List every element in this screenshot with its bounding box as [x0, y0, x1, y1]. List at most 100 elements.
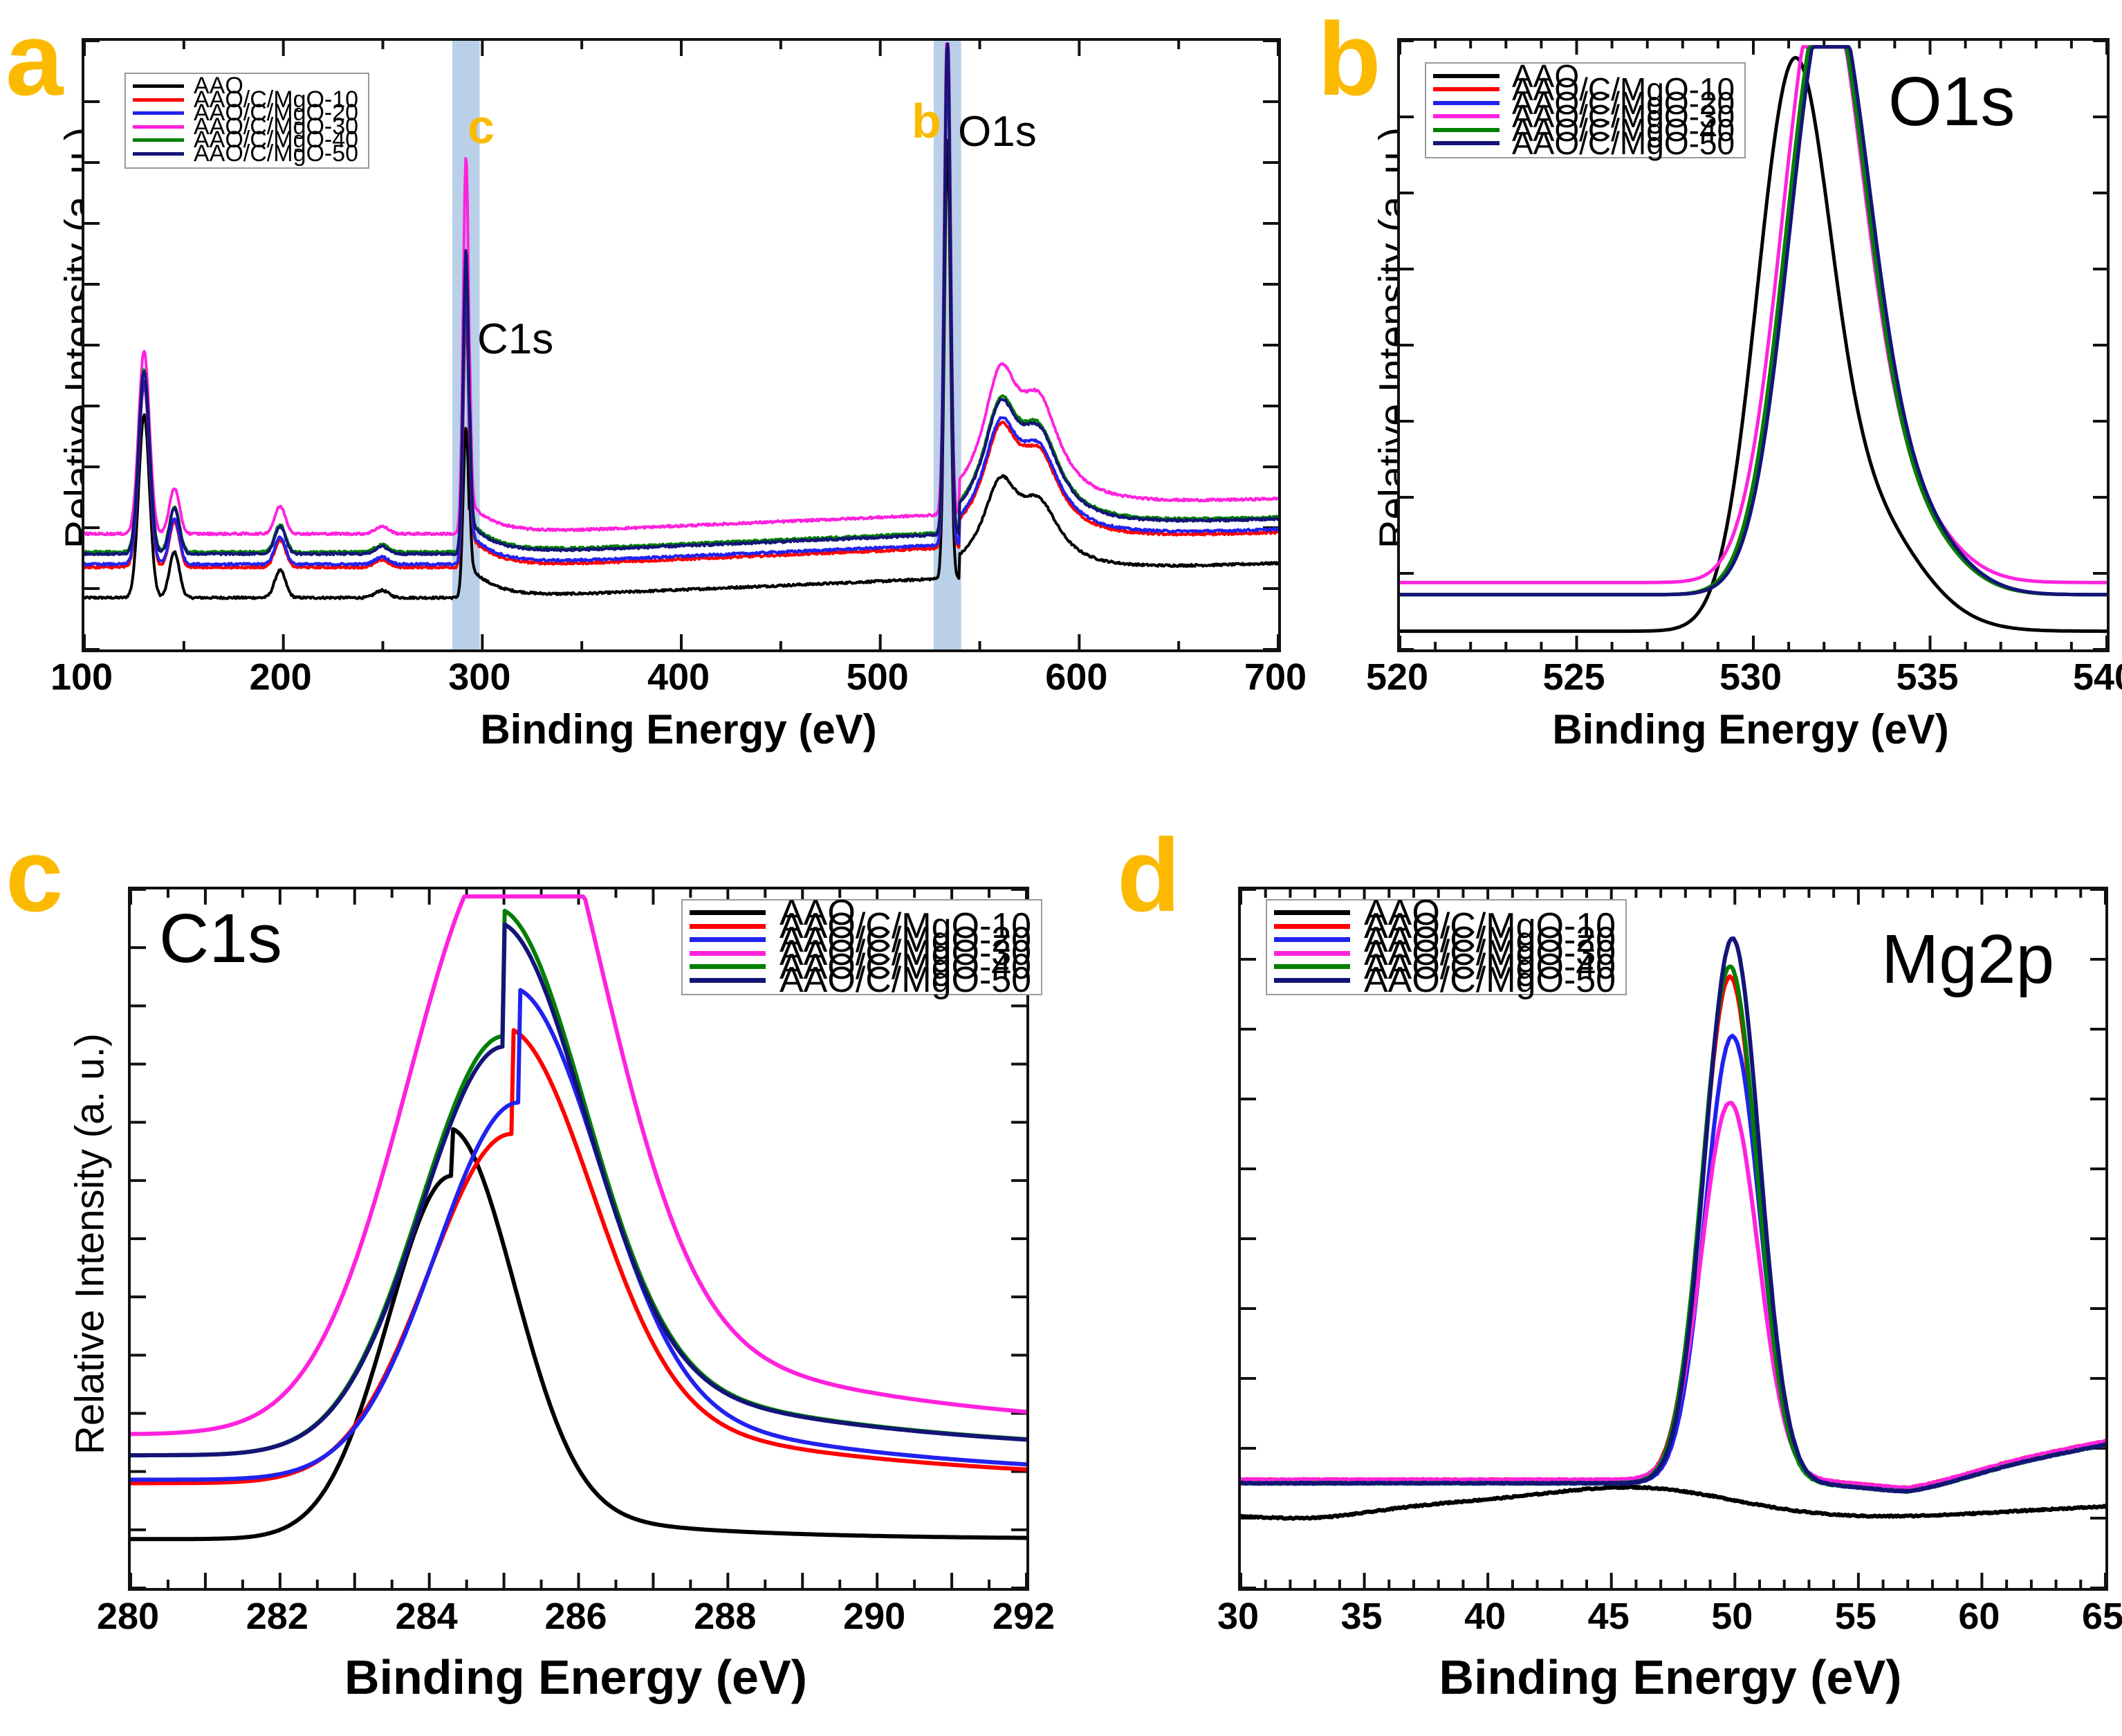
legend-label-1: AAO/C/MgO-10 — [194, 86, 359, 113]
legend-swatch-3 — [133, 124, 184, 129]
x-tick-label: 55 — [1834, 1596, 1876, 1637]
panel-b-legend: AAO AAO/C/MgO-10 AAO/C/MgO-20 AAO/C/MgO-… — [1425, 58, 1746, 161]
panel-c-y-axis-label: Relative Intensity (a. u.) — [67, 1033, 113, 1455]
panel-d-legend: AAO AAO/C/MgO-10 AAO/C/MgO-20 AAO/C/MgO-… — [1266, 893, 1627, 1000]
legend-swatch-2 — [1274, 937, 1350, 943]
legend-item: AAO/C/MgO-10 — [690, 906, 1031, 946]
legend-label-1: AAO/C/MgO-10 — [1364, 906, 1616, 947]
legend-label-3: AAO/C/MgO-30 — [1364, 933, 1616, 974]
panel-a-marker-c: c — [468, 100, 495, 154]
legend-label-3: AAO/C/MgO-30 — [1512, 98, 1735, 135]
legend-swatch-2 — [133, 111, 184, 116]
x-tick-label: 45 — [1587, 1596, 1630, 1637]
legend-item: AAO/C/MgO-30 — [1274, 933, 1616, 973]
legend-label-2: AAO/C/MgO-20 — [1364, 919, 1616, 960]
panel-a-label-o1s: O1s — [958, 108, 1037, 156]
panel-a-x-ticks: 100 200 300 400 500 600 700 — [50, 650, 1307, 712]
legend-swatch-4 — [690, 964, 766, 970]
legend-label-0: AAO — [194, 73, 243, 100]
x-tick-label: 60 — [1958, 1596, 2000, 1637]
legend-swatch-0 — [133, 84, 184, 89]
legend-swatch-0 — [690, 910, 766, 916]
legend-item: AAO/C/MgO-10 — [1274, 906, 1616, 946]
x-tick-label: 40 — [1464, 1596, 1506, 1637]
legend-swatch-1 — [133, 98, 184, 102]
legend-item: AAO/C/MgO-30 — [690, 933, 1031, 973]
x-tick-label: 100 — [50, 656, 113, 698]
legend-item: AAO — [1274, 893, 1616, 933]
legend-swatch-1 — [1433, 87, 1500, 92]
legend-item: AAO/C/MgO-20 — [133, 100, 358, 126]
legend-swatch-4 — [1274, 964, 1350, 970]
panel-d-title: Mg2p — [1881, 921, 2055, 998]
legend-item: AAO/C/MgO-50 — [1433, 125, 1735, 161]
legend-swatch-5 — [1433, 141, 1500, 146]
x-tick-label: 525 — [1542, 656, 1605, 698]
panel-d-letter: d — [1117, 817, 1181, 933]
x-tick-label: 535 — [1896, 656, 1959, 698]
panel-a-svg — [84, 41, 1278, 649]
panel-a-x-axis-label: Binding Energy (eV) — [480, 706, 877, 752]
x-tick-label: 520 — [1365, 656, 1429, 698]
legend-swatch-3 — [690, 950, 766, 956]
legend-label-3: AAO/C/MgO-30 — [194, 113, 359, 140]
x-tick-label: 600 — [1045, 656, 1108, 698]
legend-label-0: AAO — [1364, 892, 1440, 933]
panel-c-x-ticks: 280 282 284 286 288 290 292 — [97, 1589, 1055, 1652]
legend-item: AAO/C/MgO-40 — [1274, 947, 1616, 987]
x-tick-label: 284 — [395, 1596, 458, 1637]
panel-a-marker-b: b — [912, 94, 941, 148]
legend-item: AAO/C/MgO-40 — [690, 947, 1031, 987]
legend-label-1: AAO/C/MgO-10 — [779, 906, 1032, 947]
panel-b-letter: b — [1318, 1, 1381, 117]
panel-c-x-axis-label: Binding Energy (eV) — [344, 1650, 807, 1704]
legend-swatch-1 — [690, 923, 766, 929]
panel-b-x-ticks: 520 525 530 535 540 — [1366, 650, 2122, 712]
legend-item: AAO/C/MgO-20 — [1433, 85, 1735, 121]
legend-item: AAO/C/MgO-40 — [1433, 112, 1735, 148]
panel-d-x-ticks: 30 35 40 45 50 55 60 65 — [1217, 1589, 2122, 1652]
legend-swatch-4 — [1433, 127, 1500, 132]
legend-label-2: AAO/C/MgO-20 — [1512, 84, 1735, 121]
legend-swatch-2 — [690, 937, 766, 943]
legend-label-5: AAO/C/MgO-50 — [194, 140, 359, 167]
x-tick-label: 292 — [992, 1596, 1055, 1637]
legend-item: AAO/C/MgO-20 — [690, 920, 1031, 960]
legend-swatch-3 — [1433, 114, 1500, 119]
x-tick-label: 65 — [2081, 1596, 2122, 1637]
legend-swatch-4 — [133, 138, 184, 142]
legend-item: AAO — [133, 73, 358, 99]
legend-swatch-0 — [1433, 73, 1500, 78]
legend-item: AAO/C/MgO-50 — [133, 140, 358, 167]
x-tick-label: 290 — [843, 1596, 906, 1637]
legend-label-2: AAO/C/MgO-20 — [779, 919, 1032, 960]
panel-a-letter: a — [6, 1, 63, 117]
legend-label-5: AAO/C/MgO-50 — [1364, 960, 1616, 1001]
x-tick-label: 700 — [1244, 656, 1307, 698]
legend-label-2: AAO/C/MgO-20 — [194, 100, 359, 127]
legend-label-5: AAO/C/MgO-50 — [1512, 125, 1735, 162]
legend-item: AAO/C/MgO-10 — [133, 86, 358, 113]
legend-label-4: AAO/C/MgO-40 — [779, 946, 1032, 987]
x-tick-label: 50 — [1711, 1596, 1753, 1637]
legend-swatch-2 — [1433, 100, 1500, 105]
legend-label-0: AAO — [1512, 57, 1580, 94]
legend-label-4: AAO/C/MgO-40 — [194, 127, 359, 154]
legend-item: AAO/C/MgO-20 — [1274, 920, 1616, 960]
legend-item: AAO/C/MgO-10 — [1433, 71, 1735, 107]
legend-swatch-5 — [1274, 977, 1350, 983]
panel-a-label-c1s: C1s — [477, 315, 554, 363]
x-tick-label: 35 — [1340, 1596, 1383, 1637]
legend-swatch-3 — [1274, 950, 1350, 956]
legend-item: AAO — [1433, 58, 1735, 94]
x-tick-label: 540 — [2072, 656, 2122, 698]
legend-label-4: AAO/C/MgO-40 — [1364, 946, 1616, 987]
panel-c-letter: c — [6, 817, 63, 933]
panel-c-legend: AAO AAO/C/MgO-10 AAO/C/MgO-20 AAO/C/MgO-… — [681, 893, 1043, 1000]
x-tick-label: 280 — [96, 1596, 160, 1637]
legend-label-5: AAO/C/MgO-50 — [779, 960, 1032, 1001]
panel-b-x-axis-label: Binding Energy (eV) — [1552, 706, 1949, 752]
legend-swatch-1 — [1274, 923, 1350, 929]
legend-label-0: AAO — [779, 892, 856, 933]
legend-item: AAO/C/MgO-40 — [133, 127, 358, 153]
